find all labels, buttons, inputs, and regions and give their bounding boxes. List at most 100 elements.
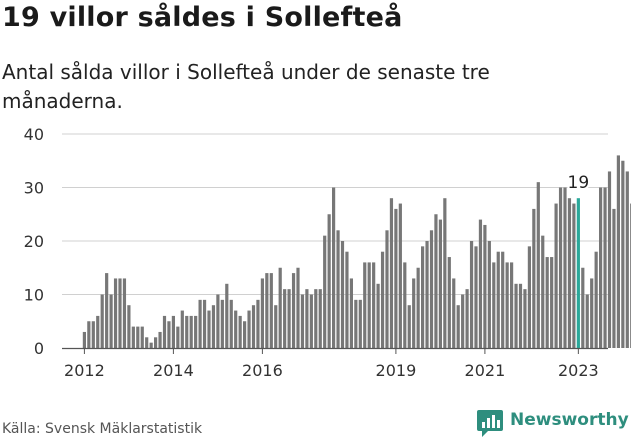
bar [278,267,282,348]
bar [100,294,104,348]
bar [434,214,438,348]
bar [576,198,580,348]
bar [198,299,202,348]
x-tick-label: 2012 [64,361,105,380]
bar [291,273,296,348]
bar [216,294,220,348]
bar [385,230,389,348]
bar [581,267,585,348]
bar [185,315,189,348]
bar [283,289,287,348]
bar [91,321,95,348]
y-tick-label: 40 [24,125,44,144]
bar [113,278,118,348]
bar [305,289,309,348]
bar [403,262,407,348]
bar [536,182,540,348]
bar [465,289,469,348]
bar [372,262,376,348]
bar [109,294,113,348]
bar [96,315,100,348]
bar [202,299,207,348]
bar [607,171,612,348]
bar [532,208,536,348]
bar [394,208,398,348]
bar [612,208,616,348]
bar [87,321,91,348]
bar [269,273,273,348]
bar [154,337,158,348]
bar [354,299,358,348]
bar [323,235,327,348]
x-tick-label: 2023 [558,361,599,380]
bar [296,267,300,348]
bar [469,241,474,348]
bar [238,315,242,348]
bar [274,305,278,348]
x-tick-label: 2016 [242,361,283,380]
bar [452,278,456,348]
y-tick-label: 20 [24,232,44,251]
bar [425,241,429,348]
bar [558,187,563,348]
bar [376,283,380,348]
bar [443,198,447,348]
bar [456,305,460,348]
bar [621,160,625,348]
x-tick-label: 2014 [153,361,194,380]
bar [447,257,451,348]
bar [349,278,353,348]
bar [345,251,349,348]
bar [523,289,527,348]
bar [541,235,545,348]
y-tick-label: 10 [24,286,44,305]
brand-name: Newsworthy [510,410,629,430]
bar [167,321,171,348]
bar [260,278,264,348]
bar [194,315,198,348]
bar [149,342,153,348]
bar [127,305,131,348]
bar [265,273,269,348]
bar [363,262,367,348]
bar [220,299,224,348]
page-subtitle: Antal sålda villor i Sollefteå under de … [2,60,490,113]
bar [225,283,229,348]
bar [625,171,629,348]
y-tick-label: 30 [24,179,44,198]
page-title: 19 villor såldes i Sollefteå [2,2,403,33]
bar [487,241,491,348]
y-tick-label: 0 [34,339,44,358]
bar [550,257,554,348]
bar [492,262,496,348]
bar [140,326,144,348]
bar [118,278,122,348]
bar [318,289,322,348]
bar [171,315,175,348]
bar [327,214,331,348]
bar [407,305,411,348]
bar [421,246,425,348]
bar [189,315,193,348]
bar [599,187,603,348]
x-tick-label: 2019 [376,361,417,380]
bar [505,262,509,348]
highlight-value-label: 19 [568,173,590,193]
bar [158,331,162,348]
bar [145,337,149,348]
bar [300,294,305,348]
bar [412,278,416,348]
bar [136,326,140,348]
bar [461,294,465,348]
bar [82,331,86,348]
bar [474,246,478,348]
bar [496,251,500,348]
bar [340,241,345,348]
bar [603,187,607,348]
bar [514,283,518,348]
bar [309,294,313,348]
bar [336,230,340,348]
bar [567,198,572,348]
bar [211,305,216,348]
